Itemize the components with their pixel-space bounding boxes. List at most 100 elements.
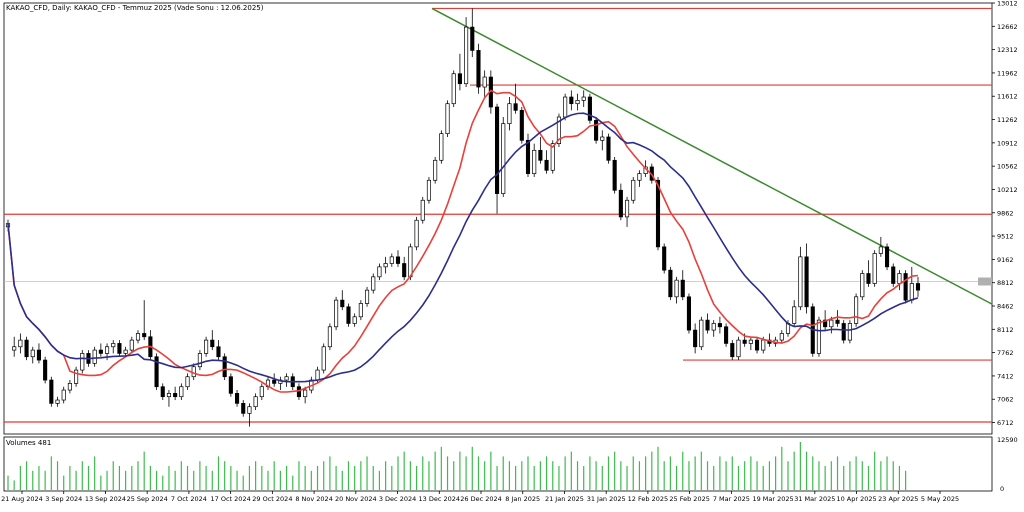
x-tick-label: 3 Dec 2024 — [379, 495, 416, 503]
y-tick-label: 10912 — [997, 139, 1018, 147]
candle-body — [761, 339, 766, 351]
candle-body — [680, 279, 685, 298]
y-tick-label: 10562 — [997, 163, 1018, 171]
candle-body — [234, 393, 240, 404]
candle-body — [798, 256, 803, 308]
candle-body — [631, 179, 636, 201]
x-tick-label: 13 Sep 2024 — [85, 495, 126, 503]
y-tick-label: 12312 — [997, 46, 1018, 54]
candle-body — [860, 273, 865, 298]
y-tick-label: 11262 — [997, 116, 1018, 124]
candle-body — [724, 326, 729, 344]
candle-body — [519, 110, 524, 141]
candle-body — [854, 296, 859, 324]
candle-body — [358, 303, 363, 318]
candle-body — [197, 353, 202, 368]
candle-body — [624, 199, 630, 218]
candle-body — [142, 333, 147, 338]
candle-body — [878, 246, 883, 254]
candle-body — [662, 246, 667, 271]
candle-body — [847, 323, 852, 341]
candle-body — [816, 319, 822, 354]
candle-body — [185, 376, 190, 388]
candle-body — [166, 393, 172, 398]
candle-body — [18, 339, 23, 348]
candle-body — [315, 369, 320, 381]
candle-body — [371, 276, 376, 291]
candle-body — [823, 319, 828, 328]
current-price-marker — [978, 277, 992, 286]
candle-body — [210, 339, 215, 348]
candle-body — [804, 256, 809, 308]
candle-body — [154, 356, 159, 388]
candle-body — [420, 199, 425, 221]
candle-body — [383, 263, 388, 268]
candle-body — [74, 369, 79, 384]
volume-scale-min: 0 — [1000, 485, 1004, 493]
candle-body — [327, 326, 332, 348]
candle-body — [829, 319, 834, 328]
candle-body — [513, 103, 518, 111]
trendline — [431, 7, 993, 305]
candle-body — [594, 119, 599, 141]
y-tick-label: 8112 — [997, 326, 1014, 334]
candle-body — [433, 159, 438, 181]
y-tick-label: 7062 — [997, 396, 1014, 404]
y-tick-label: 10212 — [997, 186, 1018, 194]
candle-body — [699, 319, 704, 348]
x-tick-label: 25 Feb 2025 — [669, 495, 709, 503]
candle-body — [408, 246, 413, 278]
candle-body — [476, 50, 481, 88]
y-tick-label: 11612 — [997, 93, 1018, 101]
x-tick-label: 5 May 2025 — [921, 495, 959, 503]
candle-body — [544, 159, 549, 171]
candle-body — [494, 106, 500, 194]
x-tick-label: 12 Feb 2025 — [628, 495, 668, 503]
candle-body — [414, 219, 419, 248]
x-tick-label: 10 Apr 2025 — [836, 495, 876, 503]
y-tick-label: 9162 — [997, 256, 1014, 264]
candle-body — [717, 323, 722, 328]
candle-body — [464, 26, 469, 85]
y-tick-label: 9862 — [997, 209, 1014, 217]
x-tick-label: 26 Dec 2024 — [460, 495, 502, 503]
candle-body — [259, 386, 264, 398]
candle-body — [389, 256, 394, 264]
trendline-group — [431, 7, 993, 305]
x-tick-label: 29 Oct 2024 — [252, 495, 292, 503]
x-tick-label: 31 Jan 2025 — [587, 495, 626, 503]
candle-body — [884, 246, 890, 268]
candle-body — [891, 266, 896, 284]
candle-body — [284, 376, 289, 381]
candle-body — [909, 283, 914, 301]
x-tick-label: 23 Apr 2025 — [878, 495, 918, 503]
candle-body — [346, 306, 351, 324]
y-tick-label: 12662 — [997, 23, 1018, 31]
candle-body — [606, 136, 611, 161]
candle-body — [364, 289, 370, 304]
candle-body — [222, 356, 227, 378]
candle-body — [55, 399, 60, 404]
y-tick-label: 13012 — [997, 0, 1018, 8]
ma-fast-line — [7, 89, 919, 393]
x-tick-label: 3 Sep 2024 — [45, 495, 82, 503]
candle-body — [507, 103, 512, 125]
candle-body — [111, 343, 116, 348]
candle-body — [841, 323, 846, 341]
candle-body — [352, 316, 357, 324]
x-tick-label: 20 Nov 2024 — [335, 495, 377, 503]
candle-body — [457, 73, 462, 85]
price-panel-frame — [3, 2, 993, 435]
candle-body — [228, 376, 233, 394]
candle-body — [36, 349, 42, 361]
y-tick-label: 8812 — [997, 279, 1014, 287]
candle-body — [117, 343, 122, 354]
volume-panel-label: Volumes 481 — [6, 439, 52, 447]
candle-body — [538, 149, 543, 161]
candle-body — [296, 386, 302, 398]
candle-body — [67, 383, 72, 391]
moving-averages — [7, 89, 919, 393]
x-tick-label: 21 Aug 2024 — [1, 495, 43, 503]
candle-body — [179, 386, 184, 398]
plot-background — [3, 2, 993, 492]
